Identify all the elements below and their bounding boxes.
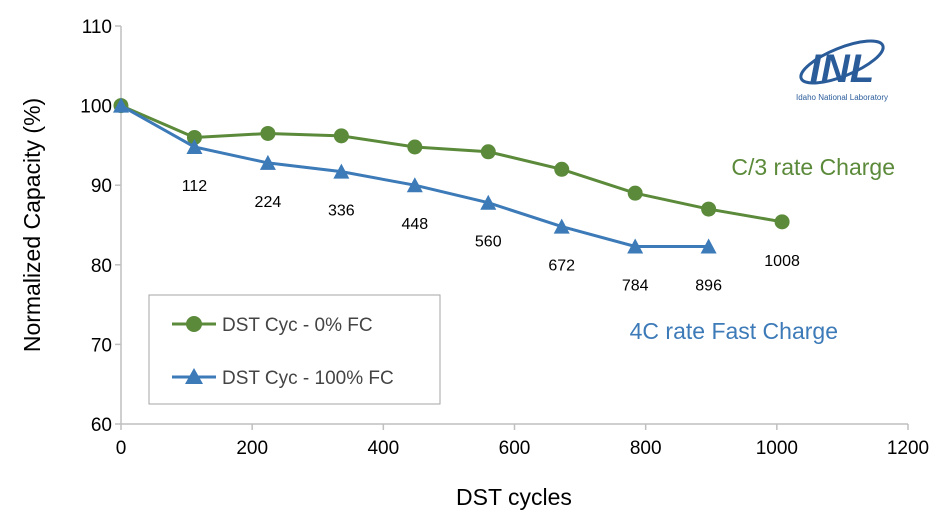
x-tick-label: 800 xyxy=(630,438,662,459)
legend-label-series-0: DST Cyc - 0% FC xyxy=(222,315,373,336)
logo-swoosh xyxy=(799,39,885,85)
x-tick-label: 1000 xyxy=(756,438,798,459)
cycle-label: 784 xyxy=(622,277,649,294)
legend-marker-circle xyxy=(186,316,202,332)
data-point-triangle xyxy=(627,238,644,254)
data-point-triangle xyxy=(480,194,497,210)
cycle-label: 112 xyxy=(182,178,208,195)
legend-box xyxy=(148,294,441,405)
y-tick-label: 110 xyxy=(82,17,112,38)
x-tick-label: 600 xyxy=(499,438,531,459)
legend: DST Cyc - 0% FC DST Cyc - 100% FC xyxy=(148,294,441,405)
series-layer xyxy=(113,97,790,254)
x-tick-label: 200 xyxy=(236,438,268,459)
y-tick-label: 100 xyxy=(80,97,112,118)
logo-wordmark: INL xyxy=(810,47,874,91)
x-tick-label: 400 xyxy=(367,438,399,459)
data-point-circle xyxy=(554,161,570,177)
logo-subtitle: Idaho National Laboratory xyxy=(796,93,888,102)
data-point-circle xyxy=(186,129,202,145)
data-point-circle xyxy=(407,139,423,155)
data-point-triangle xyxy=(186,138,203,154)
data-point-triangle xyxy=(406,177,423,193)
data-point-triangle xyxy=(333,163,350,179)
y-axis-title: Normalized Capacity (%) xyxy=(19,98,45,352)
data-point-triangle xyxy=(259,154,276,170)
cycle-label: 448 xyxy=(401,216,428,233)
data-point-triangle xyxy=(553,218,570,234)
data-point-circle xyxy=(480,144,496,160)
data-point-circle xyxy=(627,185,643,201)
y-tick-label: 90 xyxy=(91,176,112,197)
cycle-label: 224 xyxy=(255,194,282,211)
y-tick-marks xyxy=(115,25,121,425)
x-axis-title: DST cycles xyxy=(456,484,572,510)
legend-label-series-1: DST Cyc - 100% FC xyxy=(222,368,394,389)
series-1 xyxy=(113,97,717,254)
cycle-label: 896 xyxy=(695,277,722,294)
annotation-4c-rate: 4C rate Fast Charge xyxy=(630,318,838,344)
x-tick-label: 1200 xyxy=(887,438,929,459)
x-tick-label: 0 xyxy=(116,438,127,459)
cycle-label: 1008 xyxy=(764,253,800,270)
cycle-label: 560 xyxy=(475,234,502,251)
cycle-label: 336 xyxy=(328,203,355,220)
legend-marker-triangle xyxy=(185,368,203,384)
cycle-label: 672 xyxy=(548,258,575,275)
inl-logo: INL Idaho National Laboratory xyxy=(796,39,888,102)
series-line-0 xyxy=(120,104,783,224)
x-tick-labels: 0 200 400 600 800 1000 1200 xyxy=(116,438,929,459)
y-tick-label: 60 xyxy=(91,415,112,436)
series-0 xyxy=(113,98,790,230)
y-tick-label: 80 xyxy=(91,256,112,277)
y-tick-label: 70 xyxy=(91,335,112,356)
data-point-triangle xyxy=(113,97,129,113)
data-point-circle xyxy=(260,125,276,141)
data-point-triangle xyxy=(700,238,717,254)
data-point-circle xyxy=(333,128,349,144)
y-tick-labels: 60 70 80 90 100 110 xyxy=(80,17,112,436)
data-point-circle xyxy=(774,214,790,230)
x-tick-marks xyxy=(120,424,909,430)
data-point-circle xyxy=(701,201,717,217)
point-labels: 112 224 336 448 560 672 784 896 1008 xyxy=(182,178,800,295)
annotation-c3-rate: C/3 rate Charge xyxy=(731,154,895,180)
